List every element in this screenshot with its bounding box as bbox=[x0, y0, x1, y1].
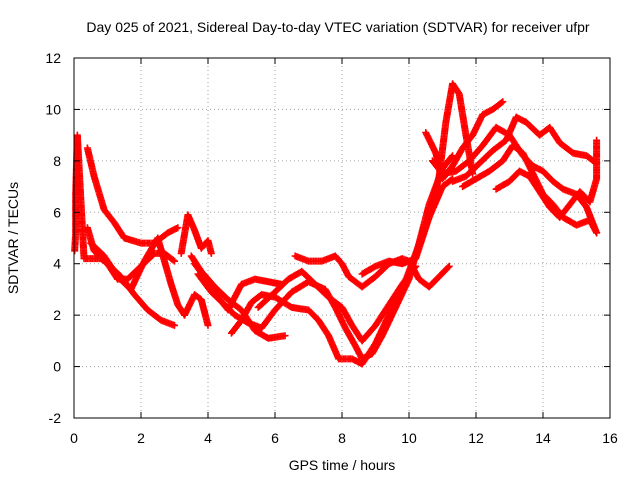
data-series-6 bbox=[181, 291, 212, 329]
data-point bbox=[593, 136, 601, 144]
y-tick-label: -2 bbox=[49, 410, 62, 426]
data-series-4 bbox=[87, 234, 189, 319]
x-tick-label: 4 bbox=[204, 430, 212, 446]
data-point bbox=[444, 263, 452, 271]
data-series-15 bbox=[428, 123, 601, 237]
data-point bbox=[171, 321, 178, 329]
x-tick-label: 12 bbox=[468, 430, 484, 446]
data-series-5 bbox=[177, 211, 215, 257]
x-tick-label: 10 bbox=[401, 430, 417, 446]
y-tick-label: 12 bbox=[45, 50, 61, 66]
data-series-8 bbox=[191, 260, 286, 314]
y-tick-label: 2 bbox=[53, 307, 61, 323]
x-tick-label: 2 bbox=[137, 430, 145, 446]
data-point bbox=[498, 99, 506, 107]
data-point bbox=[169, 256, 177, 264]
data-series-12 bbox=[291, 252, 453, 291]
x-tick-label: 0 bbox=[70, 430, 78, 446]
x-ticks: 0 2 4 6 8 10 12 14 16 bbox=[70, 58, 618, 446]
data-series-2 bbox=[83, 144, 182, 247]
data-point bbox=[204, 321, 212, 329]
data-point bbox=[499, 98, 507, 106]
data-series-16 bbox=[449, 113, 601, 185]
data-point bbox=[445, 262, 453, 270]
y-tick-label: 8 bbox=[53, 153, 61, 169]
y-tick-label: 10 bbox=[45, 101, 61, 117]
x-tick-label: 6 bbox=[271, 430, 279, 446]
chart-title: Day 025 of 2021, Sidereal Day-to-day VTE… bbox=[86, 19, 590, 35]
x-tick-label: 8 bbox=[338, 430, 346, 446]
data-series-11 bbox=[254, 262, 420, 345]
data-series-18 bbox=[492, 136, 601, 221]
x-axis-label: GPS time / hours bbox=[289, 457, 396, 473]
data-point bbox=[281, 332, 289, 340]
y-tick-label: 0 bbox=[53, 359, 61, 375]
y-ticks: -2 0 2 4 6 8 10 12 bbox=[45, 50, 610, 426]
y-tick-label: 6 bbox=[53, 204, 61, 220]
y-axis-label: SDTVAR / TECUs bbox=[5, 182, 21, 294]
data-point bbox=[171, 257, 178, 265]
data-point bbox=[174, 224, 182, 232]
y-tick-label: 4 bbox=[53, 256, 61, 272]
data-point bbox=[207, 249, 215, 257]
x-tick-label: 14 bbox=[535, 430, 551, 446]
x-tick-label: 16 bbox=[602, 430, 618, 446]
data-point bbox=[593, 229, 601, 237]
series-layer bbox=[71, 80, 601, 368]
